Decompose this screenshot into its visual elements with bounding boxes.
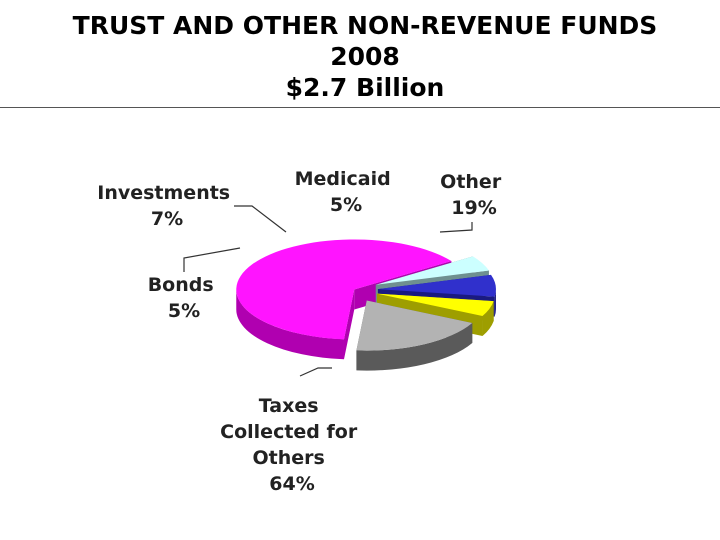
leader-line-bonds: [183, 247, 241, 272]
slice-label-other-name: Other: [440, 171, 502, 193]
slice-value-other: 19%: [451, 197, 496, 219]
pie-slice-medicaid-side-0: [482, 301, 494, 337]
slice-label-taxes-line-1: Taxes: [259, 395, 319, 417]
title-line-3: $2.7 Billion: [285, 73, 445, 102]
leader-line-other: [439, 222, 473, 233]
slice-value-investments: 7%: [151, 208, 183, 230]
slice-label-investments: Investments 7%: [97, 182, 237, 230]
pie-slice-other-side-0: [356, 322, 473, 371]
slice-label-medicaid-name: Medicaid: [295, 168, 391, 190]
leader-line-taxes: [299, 367, 332, 377]
slice-label-taxes-line-3: Others: [253, 447, 325, 469]
slice-value-bonds: 5%: [168, 300, 200, 322]
pie-slice-other-top: [356, 300, 473, 351]
pie-slice-investments-top: [377, 274, 496, 297]
chart-title: TRUST AND OTHER NON-REVENUE FUNDS 2008 $…: [40, 10, 690, 103]
leader-line-investments: [234, 205, 287, 233]
pie-slice-taxes-side-0: [236, 289, 344, 360]
title-divider: [0, 107, 720, 108]
slice-value-medicaid: 5%: [330, 194, 362, 216]
slice-value-taxes: 64%: [269, 473, 314, 495]
slice-label-investments-name: Investments: [97, 182, 230, 204]
slice-label-medicaid: Medicaid 5%: [295, 168, 398, 216]
pie-slice-other: [356, 300, 473, 371]
title-line-2: 2008: [330, 42, 400, 71]
slice-label-taxes-line-2: Collected for: [220, 421, 358, 443]
pie-slice-taxes-top: [236, 239, 452, 340]
pie-slice-medicaid-top: [376, 293, 494, 317]
slice-label-taxes: Taxes Collected for Others 64%: [220, 395, 364, 495]
title-line-1: TRUST AND OTHER NON-REVENUE FUNDS: [72, 11, 658, 40]
pie-slice-bonds-top: [375, 256, 489, 285]
slice-label-bonds: Bonds 5%: [148, 274, 221, 322]
slice-label-bonds-name: Bonds: [148, 274, 214, 296]
slice-label-other: Other 19%: [440, 171, 508, 219]
pie-slice-investments-side-0: [494, 289, 496, 317]
pie-slice-taxes-wall-0: [343, 289, 355, 360]
pie-slices: [236, 239, 496, 371]
